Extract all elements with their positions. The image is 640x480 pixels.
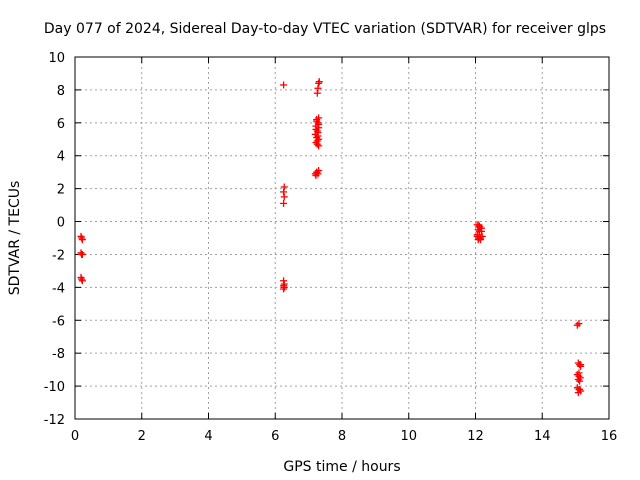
data-point — [313, 140, 321, 148]
data-point — [314, 170, 322, 178]
data-point — [573, 321, 581, 329]
data-point — [313, 89, 321, 97]
y-tick-label: -4 — [52, 281, 65, 296]
data-point — [315, 78, 323, 86]
data-point — [576, 377, 584, 385]
data-point — [78, 275, 86, 283]
y-tick-label: 8 — [57, 84, 65, 99]
y-axis-label: SDTVAR / TECUs — [7, 181, 23, 296]
data-point — [314, 84, 322, 92]
data-point — [77, 232, 85, 240]
data-point — [315, 120, 323, 128]
chart-title: Day 077 of 2024, Sidereal Day-to-day VTE… — [44, 21, 606, 37]
y-tick-label: 2 — [57, 183, 65, 198]
data-point — [77, 273, 85, 281]
data-point — [280, 285, 288, 293]
data-point — [280, 81, 288, 89]
data-point — [78, 277, 86, 285]
y-tick-label: 10 — [48, 51, 65, 66]
data-point — [77, 249, 85, 257]
data-point — [478, 232, 486, 240]
data-point — [574, 389, 582, 397]
data-point — [280, 283, 288, 291]
data-point — [575, 369, 583, 377]
data-point — [78, 250, 86, 258]
y-tick-label: -12 — [44, 413, 65, 428]
data-point — [577, 361, 585, 369]
data-point — [573, 371, 581, 379]
x-tick-label: 4 — [204, 429, 212, 444]
grid — [75, 57, 609, 419]
x-tick-label: 8 — [338, 429, 346, 444]
data-point — [478, 227, 486, 235]
y-tick-label: -10 — [44, 380, 65, 395]
x-tick-label: 6 — [271, 429, 279, 444]
x-tick-label: 12 — [467, 429, 484, 444]
y-tick-label: -8 — [52, 347, 65, 362]
plot-frame — [74, 56, 610, 420]
data-point — [473, 231, 481, 239]
data-point — [78, 236, 86, 244]
data-point — [280, 199, 288, 207]
y-tick-label: -2 — [52, 248, 65, 263]
x-tick-label: 10 — [400, 429, 417, 444]
tick-labels: 0 2 4 6 8 10 12 14 16 -12 -10 -8 -6 -4 -2 0 2 4 6 8 10 — [44, 51, 618, 444]
data-point — [313, 127, 321, 135]
y-tick-label: 6 — [57, 117, 65, 132]
data-point — [477, 234, 485, 242]
data-points — [77, 78, 585, 397]
data-point — [474, 226, 482, 234]
data-point — [314, 119, 322, 127]
data-point — [280, 183, 288, 191]
data-point — [475, 221, 483, 229]
data-point — [576, 385, 584, 393]
y-tick-label: 0 — [57, 216, 65, 231]
x-tick-label: 0 — [71, 429, 79, 444]
data-point — [78, 234, 86, 242]
data-point — [280, 193, 288, 201]
data-point — [313, 116, 321, 124]
data-point — [476, 222, 484, 230]
x-tick-label: 2 — [138, 429, 146, 444]
x-axis-label: GPS time / hours — [283, 459, 400, 475]
data-point — [313, 134, 321, 142]
data-point — [315, 79, 323, 87]
y-tick-label: -6 — [52, 314, 65, 329]
data-point — [575, 320, 583, 328]
data-point — [313, 168, 321, 176]
y-tick-label: 4 — [57, 150, 65, 165]
x-tick-label: 14 — [534, 429, 551, 444]
data-point — [280, 188, 288, 196]
data-point — [312, 125, 320, 133]
x-tick-label: 16 — [601, 429, 618, 444]
data-point — [574, 376, 582, 384]
